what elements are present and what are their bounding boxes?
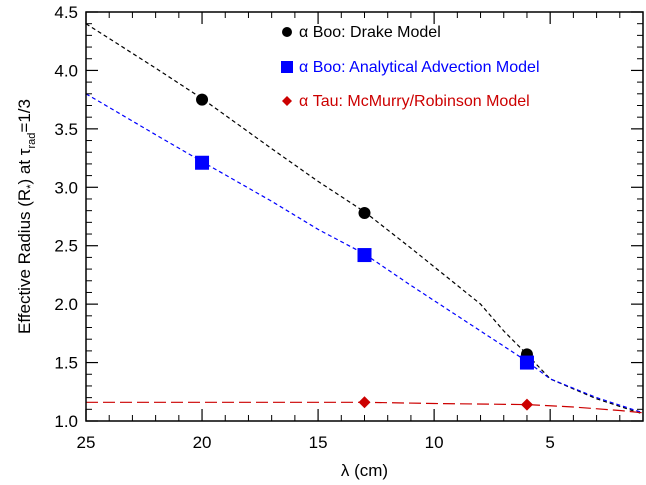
data-point-diamond — [358, 396, 371, 409]
x-tick-label: 5 — [545, 433, 554, 452]
data-point-square — [195, 155, 210, 170]
data-point-square — [357, 248, 372, 263]
x-axis-title: λ (cm) — [341, 461, 388, 480]
x-axis-title-symbol: λ — [341, 461, 350, 480]
y-tick-label: 1.5 — [54, 354, 78, 373]
legend-marker-diamond — [282, 96, 292, 106]
y-axis-title-mid: ) at — [15, 155, 34, 184]
data-point-circle — [358, 206, 371, 219]
y-tick-label: 1.0 — [54, 412, 78, 431]
y-axis: 1.0 1.5 2.0 2.5 3.0 3.5 4.0 4.5 — [54, 3, 643, 431]
legend-label: α Tau: McMurry/Robinson Model — [299, 93, 530, 110]
y-tick-label: 4.5 — [54, 3, 78, 22]
y-axis-title-tau-sub: rad — [26, 133, 38, 149]
legend-marker-square — [281, 61, 293, 73]
x-axis-title-unit: (cm) — [349, 461, 388, 480]
y-tick-label: 3.5 — [54, 120, 78, 139]
y-tick-label: 2.0 — [54, 295, 78, 314]
data-point-square — [519, 355, 534, 370]
y-tick-label: 3.0 — [54, 178, 78, 197]
legend: α Boo: Drake Model α Boo: Analytical Adve… — [281, 24, 540, 110]
legend-label: α Boo: Analytical Advection Model — [299, 59, 540, 76]
x-axis: 25 20 15 10 5 — [77, 12, 644, 452]
x-tick-label: 15 — [309, 433, 328, 452]
series-line-1 — [85, 23, 644, 415]
y-tick-label: 4.0 — [54, 61, 78, 80]
y-axis-title-main: Effective Radius (R — [15, 189, 34, 334]
y-tick-label: 2.5 — [54, 237, 78, 256]
data-point-diamond — [520, 398, 533, 411]
x-tick-label: 10 — [425, 433, 444, 452]
legend-label: α Boo: Drake Model — [299, 24, 441, 41]
x-tick-label: 20 — [193, 433, 212, 452]
y-axis-title-star: * — [25, 184, 37, 189]
series-line-3 — [86, 401, 644, 414]
data-point-circle — [196, 93, 209, 106]
legend-marker-circle — [282, 27, 292, 37]
y-axis-title-tail: =1/3 — [15, 99, 34, 133]
x-tick-label: 25 — [77, 433, 96, 452]
series-markers — [195, 93, 534, 411]
y-axis-title-tau: τ — [15, 148, 34, 155]
y-axis-title: Effective Radius (R*) at τrad=1/3 — [15, 99, 38, 334]
